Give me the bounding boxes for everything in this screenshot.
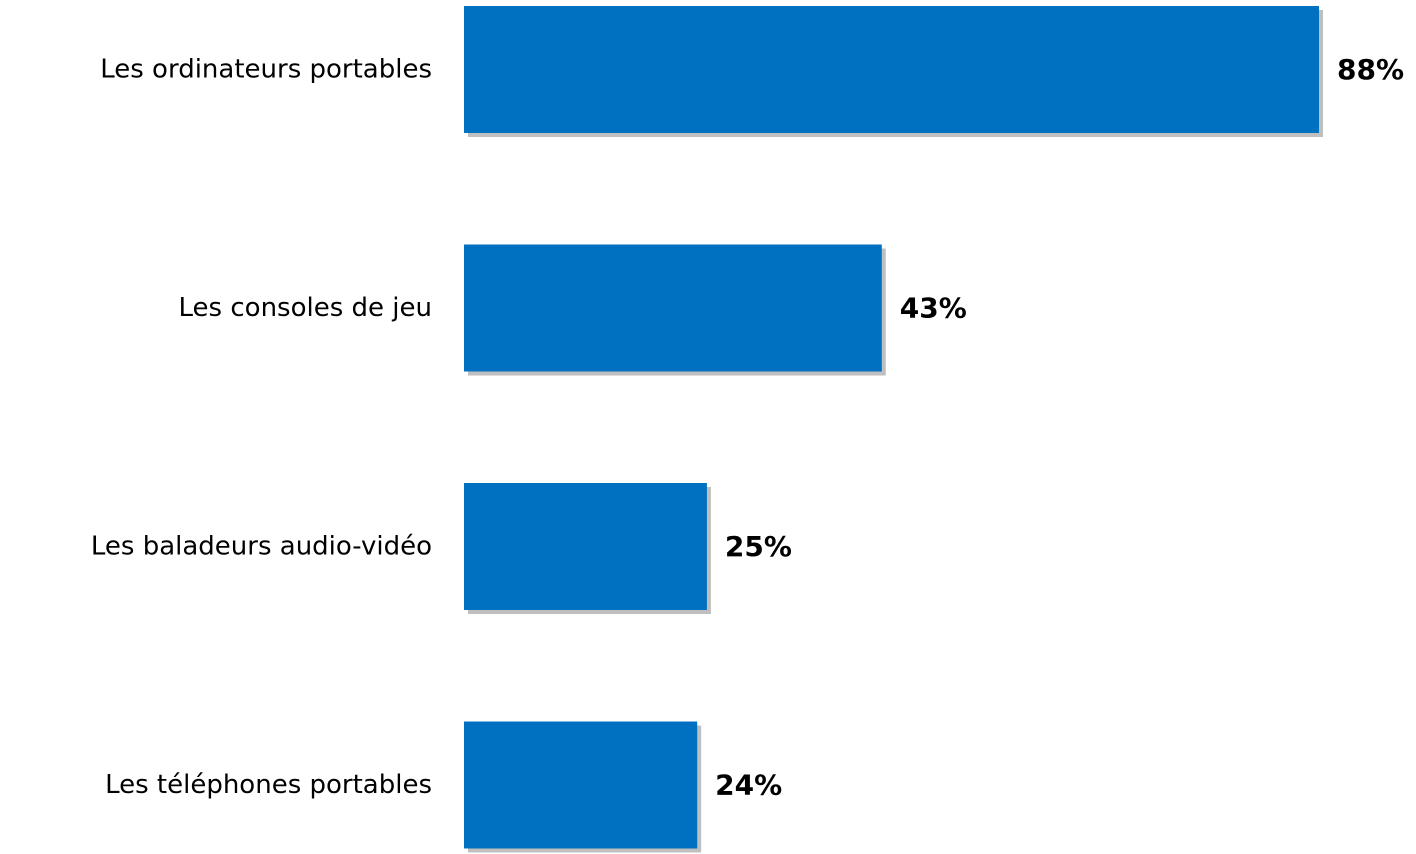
value-label: 25% [725,530,792,563]
bars-layer: Les ordinateurs portables 88% Les consoles… [91,6,1404,853]
bar [464,244,882,372]
category-label: Les baladeurs audio-vidéo [91,532,432,562]
value-label: 24% [715,769,782,802]
category-label: Les consoles de jeu [179,293,432,323]
value-label: 88% [1337,53,1404,86]
category-label: Les ordinateurs portables [100,55,432,85]
category-label: Les téléphones portables [105,770,432,800]
bar [464,721,698,849]
bar [464,6,1319,133]
value-label: 43% [900,292,967,325]
bar [464,483,707,610]
